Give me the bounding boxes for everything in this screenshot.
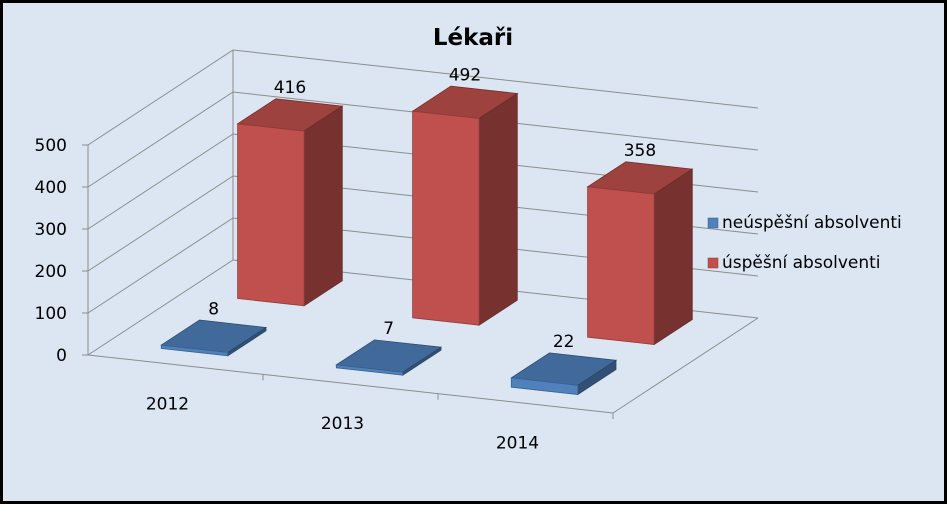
legend-swatch [707, 217, 719, 229]
bar [160, 344, 229, 357]
x-tick-label: 2012 [146, 395, 189, 415]
bar-side [653, 168, 693, 346]
chart-title: Lékaři [433, 25, 513, 51]
data-label: 492 [449, 65, 481, 85]
bar [587, 186, 655, 345]
data-label: 7 [383, 319, 394, 339]
bar-side [478, 92, 518, 326]
y-tick-label: 400 [35, 178, 67, 198]
bar [412, 110, 480, 326]
legend-label: neúspěšní absolventi [722, 213, 902, 233]
x-axis [87, 354, 614, 414]
floor-edge [612, 317, 759, 414]
data-label: 358 [624, 141, 656, 161]
bar [510, 377, 579, 395]
data-label: 8 [208, 299, 219, 319]
bar [237, 123, 305, 307]
y-tick-label: 500 [35, 136, 67, 156]
data-label: 416 [274, 78, 306, 98]
bar [335, 364, 404, 376]
legend: neúspěšní absolventi úspěšní absolventi [707, 213, 902, 273]
plot-area: 0 100 200 300 400 500 2012 2013 2014 416 492 358 8 7 2… [35, 49, 759, 453]
legend-swatch [707, 257, 719, 269]
x-tick-label: 2013 [321, 414, 364, 434]
bar-side [303, 105, 343, 307]
y-tick-label: 100 [35, 304, 67, 324]
x-tick-label: 2014 [496, 433, 539, 453]
y-tick-label: 300 [35, 220, 67, 240]
y-tick-label: 0 [56, 346, 67, 366]
legend-label: úspěšní absolventi [722, 253, 881, 273]
data-label: 22 [553, 332, 575, 352]
y-tick-label: 200 [35, 262, 67, 282]
